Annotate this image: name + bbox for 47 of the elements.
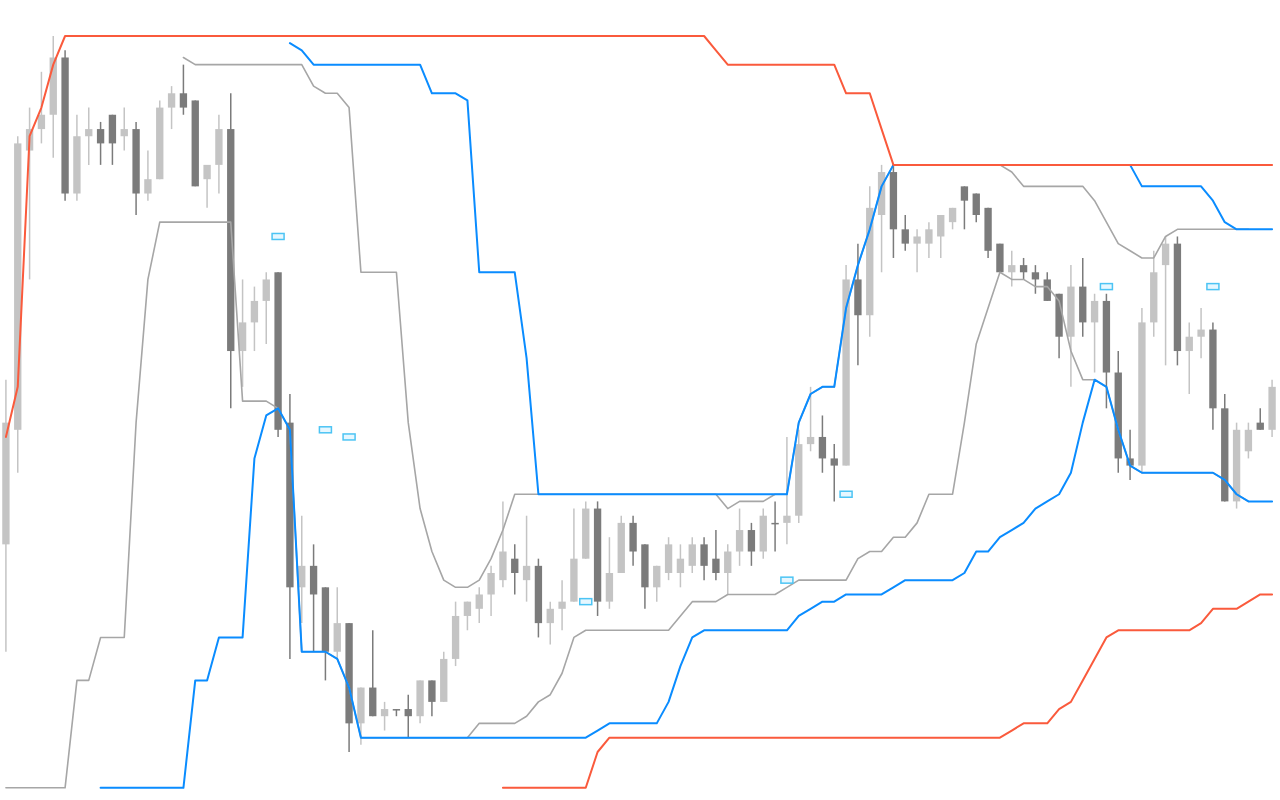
candlestick: [960, 185, 969, 231]
candlestick: [250, 285, 259, 352]
candlestick: [724, 543, 732, 596]
candlestick: [522, 514, 531, 603]
candlestick: [653, 565, 661, 603]
candlestick: [735, 507, 744, 567]
candlestick: [120, 106, 128, 152]
candlestick: [901, 214, 909, 252]
candlestick: [747, 522, 756, 567]
candlestick: [404, 693, 412, 739]
candlestick: [1197, 307, 1205, 359]
candlestick: [144, 149, 152, 202]
candlestick: [937, 214, 945, 259]
candlestick: [1090, 293, 1099, 374]
candlestick: [167, 85, 176, 130]
candlestick: [546, 600, 554, 646]
candlestick: [380, 701, 389, 732]
candlestick: [688, 536, 696, 574]
candlestick: [487, 565, 495, 617]
candlestick: [463, 600, 472, 632]
candlestick: [203, 164, 211, 209]
candlestick: [1161, 235, 1170, 367]
candlestick: [558, 579, 566, 632]
candlestick: [830, 443, 838, 503]
candlestick: [712, 529, 720, 581]
candlestick: [511, 543, 519, 596]
candlestick: [783, 436, 791, 546]
candlestick: [475, 586, 483, 624]
candlestick: [96, 121, 105, 166]
candlestick: [1244, 421, 1253, 460]
candlestick: [925, 221, 933, 259]
candlestick: [1031, 264, 1040, 295]
candlestick: [818, 414, 827, 474]
candlestick: [806, 386, 815, 453]
candlestick: [179, 63, 188, 116]
candlestick: [1185, 321, 1193, 395]
candlestick: [262, 271, 270, 345]
candlestick: [972, 192, 980, 223]
candlestick: [1019, 257, 1028, 281]
candlestick: [1256, 407, 1264, 431]
candlestick: [676, 543, 685, 589]
candlestick: [85, 106, 93, 166]
candlestick: [37, 71, 46, 145]
candlestick: [428, 679, 436, 717]
candlestick: [913, 228, 921, 274]
candlestick: [700, 536, 708, 581]
candlestick: [1008, 250, 1016, 288]
